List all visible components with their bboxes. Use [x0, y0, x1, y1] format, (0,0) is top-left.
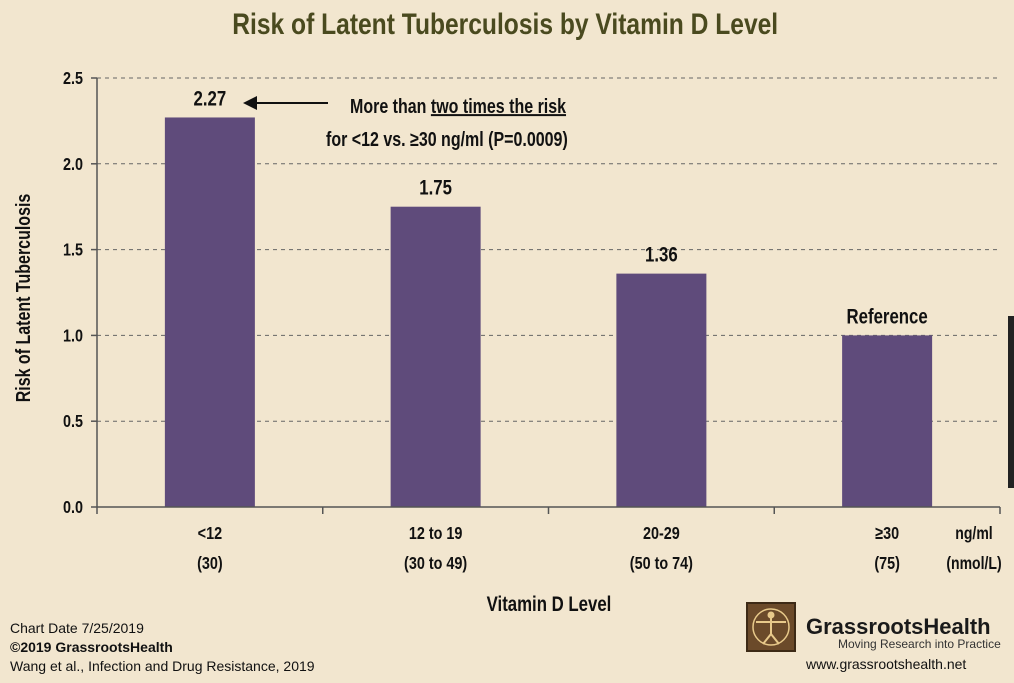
chart-date: Chart Date 7/25/2019: [10, 619, 315, 638]
data-label: 2.27: [194, 88, 227, 111]
bar-chart: 2.27 1.75 1.36 Reference 0.0 0.5 1.0 1.5 2.0 2.5…: [0, 0, 1014, 683]
footer-info: Chart Date 7/25/2019 ©2019 GrassrootsHea…: [10, 619, 315, 676]
data-labels: 2.27 1.75 1.36 Reference: [194, 88, 928, 329]
brand-logo: [746, 602, 796, 652]
x-tick-label: 12 to 19: [409, 524, 463, 544]
x-axis-label: Vitamin D Level: [487, 593, 612, 616]
copyright: ©2019 GrassrootsHealth: [10, 638, 315, 657]
data-label: 1.75: [419, 177, 452, 200]
citation: Wang et al., Infection and Drug Resistan…: [10, 657, 315, 676]
unit-label-ng: ng/ml: [955, 523, 992, 543]
x-ticks: <12 (30) 12 to 19 (30 to 49) 20-29 (50 to 74)…: [97, 507, 1000, 573]
bar: [165, 117, 255, 507]
x-tick-sublabel: (30): [197, 554, 223, 574]
x-tick-label: 20-29: [643, 524, 680, 544]
x-tick-sublabel: (50 to 74): [630, 554, 693, 574]
x-tick-label: ≥30: [875, 524, 899, 544]
annotation-arrow-head: [243, 96, 257, 110]
data-label: Reference: [847, 306, 928, 329]
annotation-emphasis: two times the risk: [431, 95, 567, 117]
annotation-line2: for <12 vs. ≥30 ng/ml (P=0.0009): [326, 128, 568, 150]
unit-label-nmol: (nmol/L): [946, 553, 1001, 573]
y-tick-label: 2.5: [63, 69, 83, 89]
y-ticks: 0.0 0.5 1.0 1.5 2.0 2.5: [63, 69, 97, 518]
svg-text:More than two times the risk: More than two times the risk: [350, 95, 567, 117]
bar: [391, 207, 481, 507]
annotation-prefix: More than: [350, 95, 431, 117]
bar: [616, 274, 706, 507]
bar: [842, 335, 932, 507]
y-tick-label: 1.0: [63, 326, 83, 346]
bars: [165, 117, 932, 507]
x-tick-sublabel: (30 to 49): [404, 554, 467, 574]
y-tick-label: 0.5: [63, 412, 83, 432]
x-tick-sublabel: (75): [874, 554, 900, 574]
x-tick-label: <12: [198, 524, 222, 544]
y-tick-label: 1.5: [63, 240, 83, 260]
y-tick-label: 0.0: [63, 498, 83, 518]
y-tick-label: 2.0: [63, 154, 83, 174]
brand-website: www.grassrootshealth.net: [806, 656, 966, 672]
annotation-line1: More than two times the risk: [350, 95, 567, 117]
y-axis-label: Risk of Latent Tuberculosis: [12, 194, 34, 403]
brand-tagline: Moving Research into Practice: [838, 637, 1001, 651]
edge-scroll-indicator: [1008, 316, 1014, 488]
vitruvian-icon: [748, 604, 794, 650]
data-label: 1.36: [645, 244, 678, 267]
